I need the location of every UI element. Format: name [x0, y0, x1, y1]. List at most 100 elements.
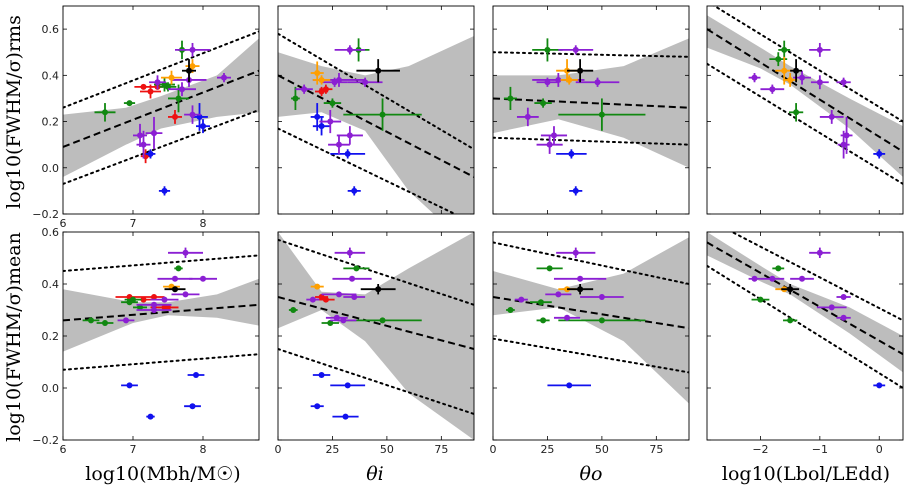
- fit-line: [493, 296, 689, 330]
- point-marker: [349, 275, 356, 282]
- data-point-purple: [545, 291, 572, 298]
- point-marker: [172, 275, 178, 282]
- data-point-purple: [556, 247, 596, 258]
- data-point-orange: [310, 283, 324, 290]
- point-marker: [555, 291, 562, 298]
- confidence-band: [707, 15, 903, 178]
- data-point-purple: [516, 107, 539, 127]
- data-point-purple: [117, 317, 135, 324]
- lower-scatter-line: [278, 127, 458, 214]
- point-marker: [840, 314, 847, 321]
- x-tick-label: 75: [649, 443, 663, 456]
- point-marker: [161, 187, 168, 194]
- confidence-band: [278, 232, 474, 440]
- data-point-purple: [217, 73, 231, 83]
- data-point-purple: [809, 42, 831, 57]
- data-point-blue: [569, 186, 583, 196]
- data-point-black: [790, 59, 803, 83]
- data-point-black: [567, 59, 594, 83]
- data-point-purple: [840, 116, 853, 154]
- point-marker: [322, 86, 329, 93]
- point-marker: [344, 382, 351, 389]
- point-marker: [309, 296, 316, 303]
- data-point-green: [558, 317, 646, 324]
- data-point-green: [288, 307, 298, 313]
- row-ylabel-rms: log10(FWHM/σ)rms: [3, 15, 25, 209]
- panel-0-0: [63, 30, 259, 196]
- x-tick-label: −2: [752, 443, 768, 456]
- point-marker: [151, 130, 157, 137]
- point-marker: [318, 76, 325, 83]
- point-marker: [346, 46, 353, 53]
- data-point-orange: [783, 73, 798, 87]
- upper-scatter-line: [729, 232, 903, 322]
- point-marker: [544, 46, 551, 53]
- point-marker: [568, 150, 575, 157]
- point-marker: [787, 317, 794, 324]
- point-marker: [151, 301, 157, 308]
- panel-1-0: [63, 247, 259, 420]
- x-tick-label: 50: [595, 443, 609, 456]
- point-marker: [775, 56, 782, 63]
- point-marker: [335, 141, 342, 148]
- confidence-band: [63, 278, 259, 352]
- point-marker: [793, 67, 800, 74]
- point-marker: [598, 111, 605, 118]
- confidence-band: [493, 38, 689, 168]
- point-marker: [577, 286, 584, 293]
- data-point-green: [751, 296, 770, 303]
- x-tick-label: 8: [200, 217, 207, 230]
- data-point-purple: [328, 135, 350, 154]
- point-marker: [876, 382, 883, 389]
- point-marker: [564, 314, 571, 321]
- data-point-purple: [175, 42, 210, 57]
- data-point-purple: [575, 77, 620, 87]
- lower-scatter-line: [707, 62, 903, 185]
- data-point-green: [503, 86, 517, 110]
- data-point-purple: [136, 307, 172, 313]
- point-marker: [828, 113, 835, 120]
- data-point-red: [140, 84, 161, 99]
- point-marker: [546, 265, 553, 272]
- point-marker: [123, 317, 129, 324]
- point-marker: [816, 79, 823, 86]
- data-point-green: [783, 317, 798, 324]
- data-point-green: [536, 265, 563, 272]
- point-marker: [577, 67, 584, 74]
- point-marker: [594, 79, 601, 86]
- data-point-purple: [334, 247, 366, 258]
- data-point-green: [536, 317, 550, 324]
- point-marker: [757, 296, 764, 303]
- point-marker: [189, 403, 196, 410]
- data-point-blue: [121, 382, 138, 389]
- point-marker: [540, 100, 547, 107]
- data-point-green: [788, 103, 804, 122]
- point-marker: [346, 249, 353, 256]
- point-marker: [769, 86, 776, 93]
- y-tick-label: 0.6: [42, 226, 60, 239]
- data-point-purple: [580, 294, 624, 300]
- x-tick-label: 7: [130, 217, 137, 230]
- data-point-green: [94, 103, 116, 122]
- point-marker: [537, 299, 544, 306]
- point-marker: [168, 74, 175, 81]
- data-point-green: [769, 52, 788, 67]
- point-marker: [327, 118, 334, 125]
- point-marker: [751, 74, 758, 81]
- point-marker: [787, 76, 794, 83]
- data-point-red: [319, 84, 333, 94]
- data-point-purple: [837, 130, 850, 159]
- data-point-green: [532, 38, 563, 62]
- data-point-green: [530, 299, 552, 306]
- point-marker: [577, 275, 584, 282]
- point-marker: [161, 296, 168, 303]
- data-point-blue: [196, 119, 210, 134]
- upper-scatter-line: [493, 51, 689, 58]
- data-point-purple: [819, 110, 844, 124]
- x-tick-label: 6: [60, 217, 67, 230]
- point-marker: [344, 150, 351, 157]
- panel-frame: [277, 5, 475, 215]
- y-tick-label: −0.2: [32, 434, 59, 447]
- data-point-blue: [312, 116, 331, 136]
